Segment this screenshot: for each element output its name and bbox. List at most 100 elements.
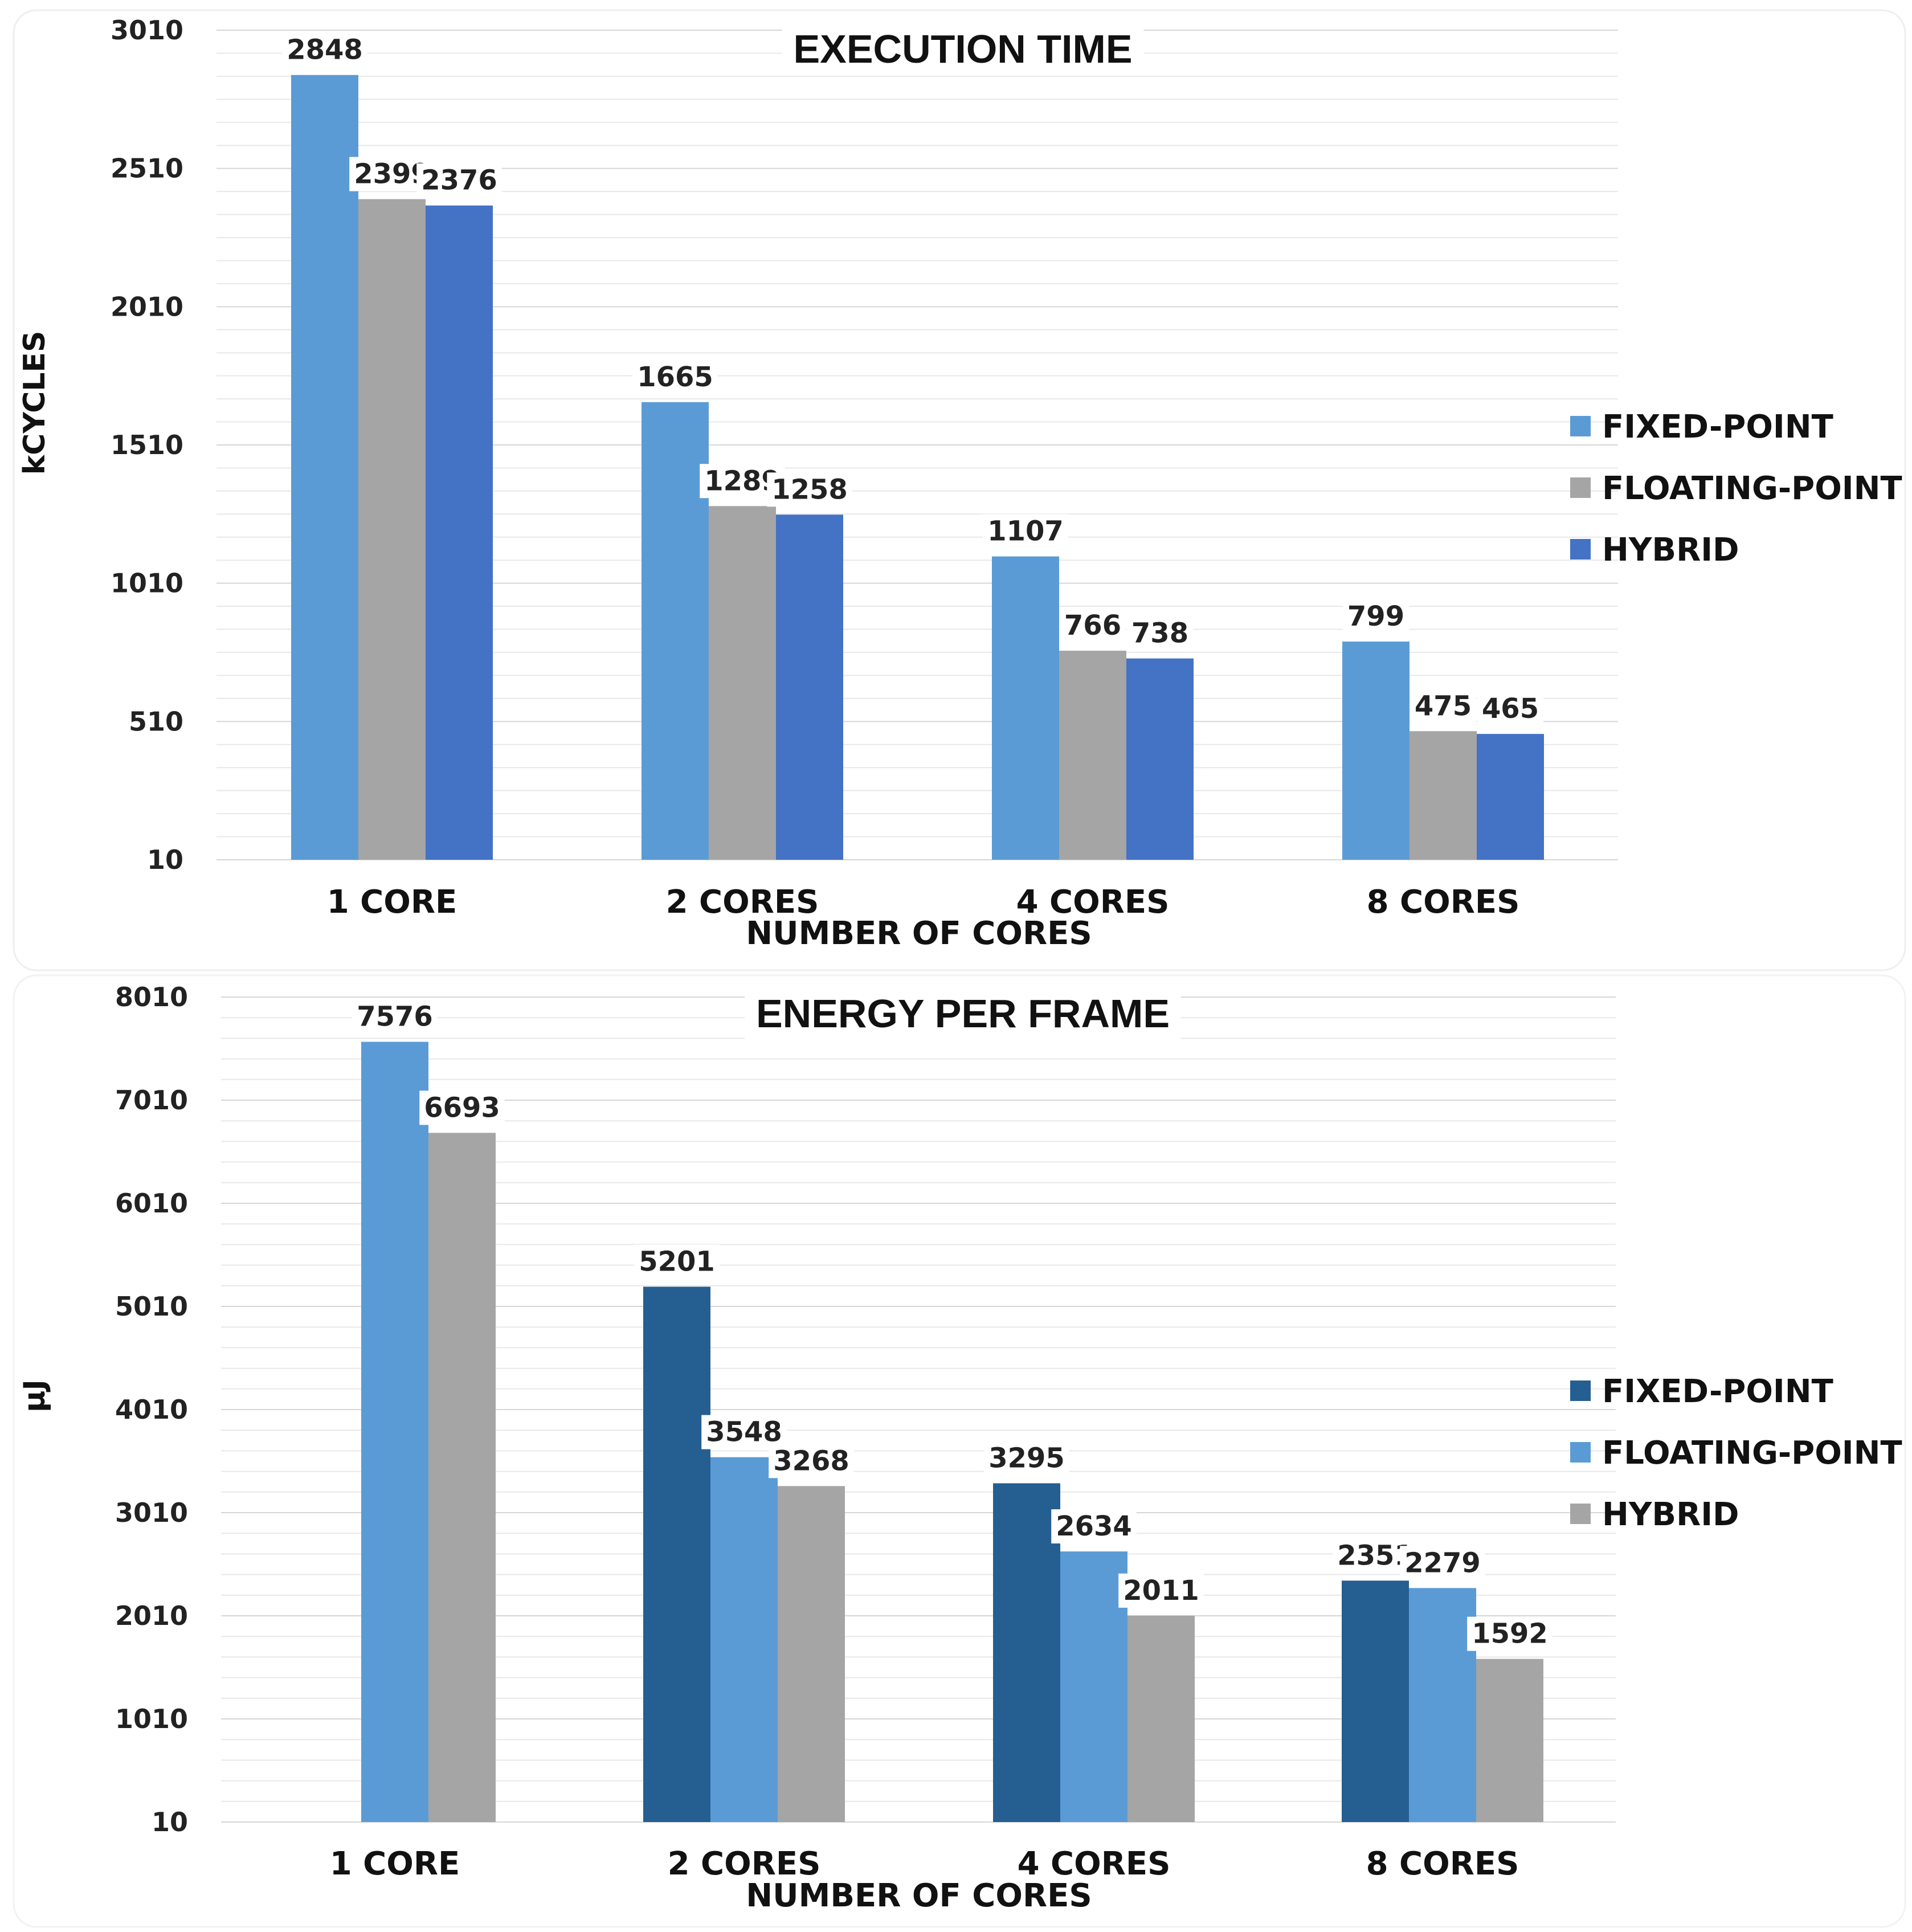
data-label: 3268 <box>773 1445 849 1477</box>
chart-title-background <box>744 988 1182 1039</box>
y-tick-label: 10 <box>152 1807 188 1837</box>
data-label: 2634 <box>1056 1510 1132 1542</box>
bar-floating-point <box>361 1041 428 1822</box>
bar-floating-point <box>709 506 776 860</box>
y-tick-label: 3010 <box>111 15 183 46</box>
y-tick-label: 3010 <box>115 1497 188 1528</box>
legend-swatch-floating-point <box>1570 477 1591 498</box>
bar-fixed-point <box>1342 1580 1409 1822</box>
legend-swatch-fixed-point <box>1570 416 1591 436</box>
y-tick-label: 1510 <box>111 430 183 460</box>
y-tick-label: 2010 <box>111 291 183 322</box>
y-tick-label: 510 <box>129 706 183 737</box>
bar-floating-point <box>358 199 426 860</box>
x-axis-title: NUMBER OF CORES <box>746 1877 1092 1914</box>
data-label-background <box>767 472 852 507</box>
bar-hybrid <box>1127 1615 1195 1822</box>
data-label: 3548 <box>706 1416 782 1448</box>
data-label-background <box>1059 608 1126 643</box>
x-category-label: 2 CORES <box>666 884 819 921</box>
data-label-background <box>634 1244 720 1279</box>
bar-fixed-point <box>643 1286 710 1822</box>
y-tick-label: 8010 <box>115 982 188 1012</box>
bar-floating-point <box>710 1457 778 1822</box>
y-tick-label: 2510 <box>111 153 183 184</box>
bar-floating-point <box>1409 1588 1476 1822</box>
data-label-background <box>1051 1509 1137 1544</box>
y-tick-label: 1010 <box>111 568 183 599</box>
y-tick-label: 10 <box>147 844 183 875</box>
bar-hybrid <box>1476 1659 1543 1822</box>
data-label-background <box>419 1090 505 1125</box>
data-label: 738 <box>1131 618 1188 650</box>
data-label-background <box>1126 616 1194 651</box>
bar-hybrid <box>776 514 843 860</box>
legend-label: FIXED-POINT <box>1602 1373 1833 1410</box>
x-category-label: 1 CORE <box>327 884 457 921</box>
y-tick-label: 2010 <box>115 1600 188 1631</box>
x-category-label: 1 CORE <box>330 1845 460 1882</box>
data-label-background <box>1410 689 1477 724</box>
data-label-background <box>632 360 718 394</box>
legend-label: FIXED-POINT <box>1602 409 1833 446</box>
data-label: 2376 <box>421 165 497 197</box>
y-tick-label: 7010 <box>115 1085 188 1116</box>
data-label-background <box>282 32 367 67</box>
legend-swatch-floating-point <box>1570 1442 1591 1463</box>
data-label: 2011 <box>1123 1575 1199 1607</box>
bar-fixed-point <box>642 402 709 860</box>
legend-label: HYBRID <box>1602 532 1739 569</box>
data-label-background <box>1477 692 1544 726</box>
bar-floating-point <box>1060 1551 1127 1822</box>
data-label-background <box>769 1444 854 1478</box>
data-label: 766 <box>1064 610 1121 642</box>
legend-label: FLOATING-POINT <box>1602 470 1902 507</box>
chart-title-background <box>782 23 1144 75</box>
y-tick-label: 6010 <box>115 1188 188 1219</box>
y-axis-title: μJ <box>18 1379 52 1412</box>
data-label: 2848 <box>287 34 363 66</box>
bar-fixed-point <box>291 75 358 860</box>
legend-swatch-hybrid <box>1570 1504 1591 1524</box>
data-label: 3295 <box>988 1442 1065 1474</box>
legend-label: HYBRID <box>1602 1496 1739 1533</box>
data-label: 5201 <box>639 1245 715 1277</box>
data-label-background <box>984 1441 1069 1476</box>
data-label: 1107 <box>987 516 1064 548</box>
data-label-background <box>1400 1546 1485 1580</box>
data-label-background <box>1342 599 1410 634</box>
bar-hybrid <box>426 205 493 860</box>
data-label: 465 <box>1482 693 1539 725</box>
y-tick-label: 5010 <box>115 1291 188 1322</box>
bar-floating-point <box>1410 731 1477 860</box>
bar-hybrid <box>1477 734 1544 860</box>
y-tick-label: 1010 <box>115 1704 188 1734</box>
x-category-label: 2 CORES <box>668 1845 821 1882</box>
data-label-background <box>1118 1573 1204 1608</box>
data-label-background <box>983 514 1068 549</box>
data-label-background <box>1467 1616 1553 1651</box>
data-label-background <box>701 1415 787 1449</box>
legend-swatch-fixed-point <box>1570 1380 1591 1401</box>
data-label: 1258 <box>771 473 848 505</box>
bar-fixed-point <box>992 556 1059 860</box>
data-label: 7576 <box>357 1001 433 1033</box>
chart-title: EXECUTION TIME <box>793 27 1132 71</box>
chart-title: ENERGY PER FRAME <box>756 991 1170 1036</box>
y-tick-label: 4010 <box>115 1394 188 1425</box>
x-axis-title: NUMBER OF CORES <box>746 915 1092 952</box>
data-label: 1592 <box>1472 1618 1548 1650</box>
legend-label: FLOATING-POINT <box>1602 1435 1902 1472</box>
x-category-label: 4 CORES <box>1018 1845 1171 1882</box>
bar-fixed-point <box>993 1483 1060 1822</box>
energy-per-frame-chart: 1010102010301040105010601070108010520132… <box>18 982 1902 1914</box>
bar-floating-point <box>1059 651 1126 860</box>
data-label-background <box>416 163 502 198</box>
x-category-label: 8 CORES <box>1366 1845 1519 1882</box>
y-axis-title: kCYCLES <box>18 331 52 475</box>
x-category-label: 8 CORES <box>1367 884 1520 921</box>
bar-fixed-point <box>1342 642 1410 860</box>
data-label: 2279 <box>1404 1547 1481 1579</box>
